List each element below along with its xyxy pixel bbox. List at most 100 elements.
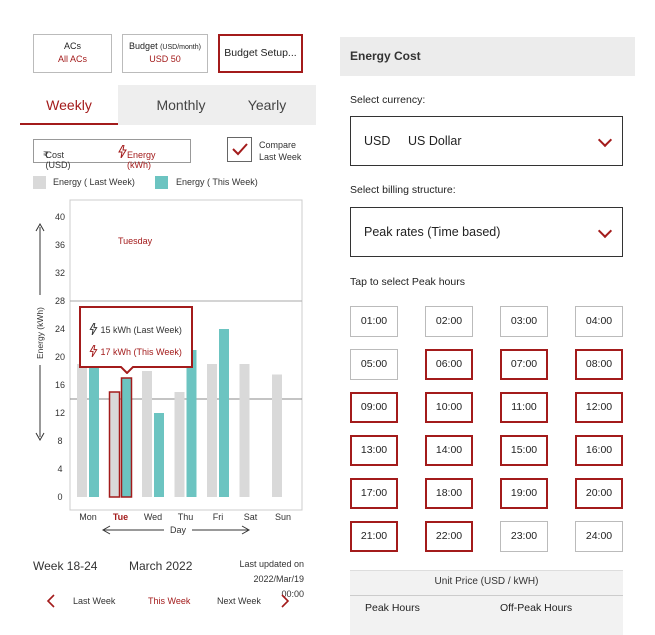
hour-button-1300[interactable]: 13:00 bbox=[350, 435, 398, 466]
week-range: Week 18-24 bbox=[33, 559, 98, 573]
cost-energy-toggle[interactable]: ₹ Cost (USD) Energy (kWh) bbox=[33, 139, 191, 170]
lightning-icon bbox=[89, 344, 98, 358]
compare-checkbox[interactable] bbox=[227, 137, 252, 162]
unit-price-header: Unit Price (USD / kWH) bbox=[434, 576, 539, 587]
hour-button-1100[interactable]: 11:00 bbox=[500, 392, 548, 423]
peak-hours-label: Tap to select Peak hours bbox=[350, 276, 465, 288]
hour-button-1700[interactable]: 17:00 bbox=[350, 478, 398, 509]
last-updated: Last updated on 2022/Mar/19 00:00 bbox=[239, 559, 304, 599]
y-tick-label: 32 bbox=[55, 268, 65, 278]
hour-button-0900[interactable]: 09:00 bbox=[350, 392, 398, 423]
hour-button-0500[interactable]: 05:00 bbox=[350, 349, 398, 380]
acs-title: ACs bbox=[63, 41, 81, 51]
hour-button-1900[interactable]: 19:00 bbox=[500, 478, 548, 509]
y-tick-label: 4 bbox=[57, 464, 62, 474]
hour-button-0600[interactable]: 06:00 bbox=[425, 349, 473, 380]
energy-cost-title: Energy Cost bbox=[350, 49, 421, 63]
hour-button-1500[interactable]: 15:00 bbox=[500, 435, 548, 466]
this-week-link[interactable]: This Week bbox=[148, 596, 191, 606]
arrow-down-icon bbox=[35, 432, 45, 442]
hour-button-1400[interactable]: 14:00 bbox=[425, 435, 473, 466]
period-tabs: Weekly Monthly Yearly bbox=[20, 85, 316, 125]
hour-button-1200[interactable]: 12:00 bbox=[575, 392, 623, 423]
chevron-down-icon bbox=[597, 132, 613, 148]
bar-last-week bbox=[77, 364, 87, 497]
x-tick-label: Mon bbox=[79, 512, 97, 522]
last-week-link[interactable]: Last Week bbox=[73, 596, 116, 606]
bar-last-week bbox=[207, 364, 217, 497]
tab-monthly[interactable]: Monthly bbox=[156, 97, 206, 113]
tooltip-this-week: 17 kWh (This Week) bbox=[89, 344, 182, 358]
hour-button-0300[interactable]: 03:00 bbox=[500, 306, 548, 337]
x-axis-label-bg bbox=[164, 523, 192, 537]
acs-value: All ACs bbox=[57, 54, 87, 64]
cost-option[interactable]: ₹ Cost (USD) bbox=[43, 150, 71, 170]
bar-this-week bbox=[120, 377, 133, 498]
arrow-right-icon bbox=[241, 525, 251, 535]
y-tick-label: 20 bbox=[55, 352, 65, 362]
selected-day-annotation: Tuesday bbox=[118, 236, 153, 246]
legend-this-week: Energy ( This Week) bbox=[176, 177, 258, 187]
hour-button-0100[interactable]: 01:00 bbox=[350, 306, 398, 337]
hour-button-2400[interactable]: 24:00 bbox=[575, 521, 623, 552]
bar-last-week bbox=[108, 391, 121, 498]
month-label: March 2022 bbox=[129, 559, 193, 573]
tab-weekly[interactable]: Weekly bbox=[20, 85, 118, 125]
billing-select[interactable]: Peak rates (Time based) bbox=[350, 207, 623, 257]
hour-button-0800[interactable]: 08:00 bbox=[575, 349, 623, 380]
budget-title: Budget (USD/month) bbox=[129, 41, 201, 51]
x-tick-label: Tue bbox=[113, 512, 128, 522]
bar-this-week bbox=[219, 329, 229, 497]
chevron-left-icon[interactable] bbox=[46, 594, 56, 608]
y-tick-label: 28 bbox=[55, 296, 65, 306]
budget-button[interactable]: Budget (USD/month) USD 50 bbox=[122, 34, 208, 73]
hour-button-2100[interactable]: 21:00 bbox=[350, 521, 398, 552]
hour-button-0200[interactable]: 02:00 bbox=[425, 306, 473, 337]
hour-button-0400[interactable]: 04:00 bbox=[575, 306, 623, 337]
y-axis-label: Energy (kWh) bbox=[35, 307, 45, 359]
peak-hours-column: Peak Hours bbox=[365, 602, 420, 614]
hour-button-1800[interactable]: 18:00 bbox=[425, 478, 473, 509]
bar-this-week bbox=[186, 350, 197, 497]
currency-name: US Dollar bbox=[408, 134, 462, 148]
acs-selector-button[interactable]: ACs All ACs bbox=[33, 34, 112, 73]
y-tick-label: 0 bbox=[57, 492, 62, 502]
x-tick-label: Sun bbox=[275, 512, 291, 522]
bar-last-week bbox=[174, 392, 185, 497]
hour-button-1600[interactable]: 16:00 bbox=[575, 435, 623, 466]
currency-select[interactable]: USD US Dollar bbox=[350, 116, 623, 166]
hour-button-1000[interactable]: 10:00 bbox=[425, 392, 473, 423]
next-week-link[interactable]: Next Week bbox=[217, 596, 261, 606]
hour-button-0700[interactable]: 07:00 bbox=[500, 349, 548, 380]
bar-last-week bbox=[239, 364, 250, 497]
arrow-up-icon bbox=[35, 222, 45, 232]
hour-button-2300[interactable]: 23:00 bbox=[500, 521, 548, 552]
billing-value: Peak rates (Time based) bbox=[364, 225, 501, 239]
chart-tooltip: 15 kWh (Last Week) 17 kWh (This Week) bbox=[79, 306, 193, 368]
energy-option[interactable]: Energy (kWh) bbox=[118, 144, 156, 170]
lightning-icon bbox=[118, 144, 127, 159]
arrow-left-icon bbox=[101, 525, 111, 535]
budget-setup-label: Budget Setup... bbox=[224, 47, 297, 59]
currency-code: USD bbox=[364, 134, 391, 148]
chevron-right-icon[interactable] bbox=[280, 594, 290, 608]
hour-button-2000[interactable]: 20:00 bbox=[575, 478, 623, 509]
unit-price-table: Unit Price (USD / kWH) Peak Hours Off-Pe… bbox=[350, 570, 623, 635]
energy-cost-header: Energy Cost bbox=[340, 37, 635, 76]
compare-label: Compare Last Week bbox=[259, 140, 302, 162]
bar-last-week bbox=[142, 371, 152, 497]
x-tick-label: Fri bbox=[213, 512, 224, 522]
bar-this-week bbox=[154, 413, 164, 497]
checkmark-icon bbox=[232, 143, 248, 156]
rupee-icon: ₹ bbox=[43, 150, 49, 160]
tooltip-pointer bbox=[120, 366, 134, 374]
tab-yearly[interactable]: Yearly bbox=[247, 97, 287, 113]
tooltip-last-week: 15 kWh (Last Week) bbox=[89, 322, 182, 336]
y-tick-label: 16 bbox=[55, 380, 65, 390]
budget-setup-button[interactable]: Budget Setup... bbox=[218, 34, 303, 73]
billing-label: Select billing structure: bbox=[350, 184, 456, 196]
y-tick-label: 24 bbox=[55, 324, 65, 334]
hour-button-2200[interactable]: 22:00 bbox=[425, 521, 473, 552]
legend-this-week-swatch bbox=[155, 176, 168, 189]
y-tick-label: 40 bbox=[55, 212, 65, 222]
